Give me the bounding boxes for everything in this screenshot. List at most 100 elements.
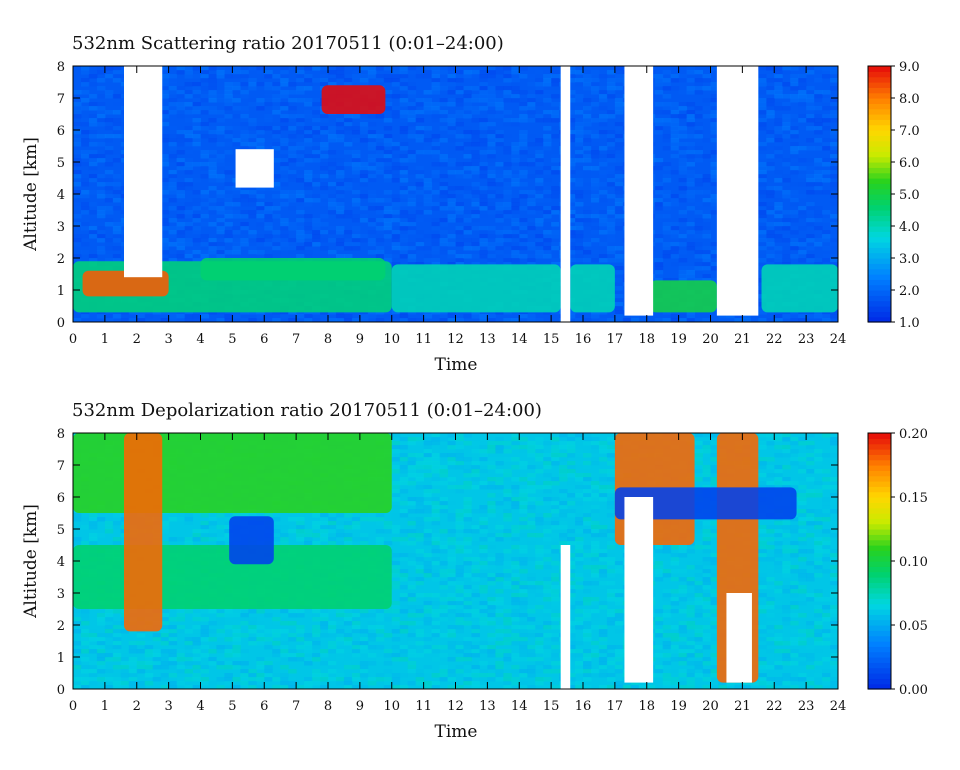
- y-tick-label: 2: [57, 252, 65, 267]
- y-tick-label: 3: [57, 587, 65, 602]
- x-tick-label: 7: [292, 332, 300, 347]
- x-tick-label: 14: [511, 699, 528, 714]
- y-axis-label-scattering: Altitude [km]: [21, 137, 41, 252]
- y-tick-label: 1: [57, 651, 65, 666]
- colorbar-label: 0.00: [899, 683, 928, 698]
- x-tick-label: 10: [383, 699, 400, 714]
- heatmap-layer-ice-column: [124, 433, 163, 632]
- x-tick-label: 19: [670, 699, 687, 714]
- colorbar-label: 2.0: [899, 284, 920, 299]
- colorbar-label: 0.15: [899, 491, 928, 506]
- y-axis-label-depolarization: Altitude [km]: [21, 504, 41, 619]
- colorbar-label: 7.0: [899, 124, 920, 139]
- x-tick-label: 5: [228, 332, 236, 347]
- x-tick-label: 20: [702, 699, 719, 714]
- y-tick-label: 4: [57, 555, 65, 570]
- heatmap-layer-mid-layer: [200, 258, 386, 281]
- no-data-region: [124, 66, 163, 278]
- heatmap-layer-boundary-layer: [761, 264, 838, 313]
- y-tick-label: 7: [57, 92, 65, 107]
- y-tick-label: 5: [57, 523, 65, 538]
- y-tick-label: 8: [57, 427, 65, 442]
- no-data-region: [716, 66, 759, 316]
- y-tick-label: 6: [57, 491, 65, 506]
- heatmap-layer-cloud-base: [614, 487, 797, 520]
- x-tick-label: 21: [734, 332, 751, 347]
- colorbar-label: 9.0: [899, 60, 920, 75]
- x-tick-label: 11: [415, 699, 432, 714]
- x-axis-label-depolarization: Time: [435, 722, 478, 742]
- y-tick-label: 8: [57, 60, 65, 75]
- colorbar-label: 4.0: [899, 220, 920, 235]
- x-tick-label: 3: [164, 699, 172, 714]
- heatmap-layer-boundary-layer: [391, 264, 561, 313]
- x-tick-label: 4: [196, 699, 204, 714]
- colorbar-label: 6.0: [899, 156, 920, 171]
- x-tick-label: 15: [543, 699, 560, 714]
- x-tick-label: 15: [543, 332, 560, 347]
- chart-title-depolarization: 532nm Depolarization ratio 20170511 (0:0…: [72, 400, 542, 421]
- no-data-region: [726, 593, 752, 683]
- y-tick-label: 3: [57, 220, 65, 235]
- x-tick-label: 12: [447, 699, 464, 714]
- no-data-region: [560, 66, 571, 322]
- colorbar-2: 0.00 0.05 0.10 0.15 0.20: [867, 427, 928, 698]
- no-data-region: [624, 66, 654, 316]
- colorbar-1: 1.0 2.0 3.0 4.0 5.0 6.0 7.0 8.0 9.0: [867, 60, 920, 331]
- x-tick-label: 8: [324, 332, 332, 347]
- colorbar-label: 3.0: [899, 252, 920, 267]
- no-data-region: [235, 149, 274, 188]
- x-tick-label: 2: [133, 699, 141, 714]
- x-tick-label: 20: [702, 332, 719, 347]
- x-tick-label: 16: [575, 332, 592, 347]
- no-data-region: [560, 545, 571, 689]
- x-tick-label: 13: [479, 699, 496, 714]
- x-tick-label: 17: [607, 699, 624, 714]
- x-tick-label: 24: [830, 699, 847, 714]
- x-tick-label: 8: [324, 699, 332, 714]
- x-tick-label: 19: [670, 332, 687, 347]
- chart-title-scattering: 532nm Scattering ratio 20170511 (0:01–24…: [72, 33, 504, 54]
- y-tick-label: 0: [57, 316, 65, 331]
- y-tick-label: 0: [57, 683, 65, 698]
- colorbar-label: 1.0: [899, 316, 920, 331]
- x-tick-label: 7: [292, 699, 300, 714]
- y-tick-label: 1: [57, 284, 65, 299]
- x-tick-label: 5: [228, 699, 236, 714]
- x-tick-label: 21: [734, 699, 751, 714]
- y-tick-label: 4: [57, 188, 65, 203]
- x-tick-label: 1: [101, 332, 109, 347]
- heatmap-layer-boundary-layer: [649, 280, 717, 313]
- x-tick-label: 18: [638, 699, 655, 714]
- x-tick-label: 23: [798, 699, 815, 714]
- y-tick-label: 5: [57, 156, 65, 171]
- x-tick-label: 23: [798, 332, 815, 347]
- x-tick-label: 9: [356, 699, 364, 714]
- colorbar-label: 0.20: [899, 427, 928, 442]
- y-tick-label: 6: [57, 124, 65, 139]
- x-tick-label: 12: [447, 332, 464, 347]
- x-tick-label: 10: [383, 332, 400, 347]
- y-tick-label: 7: [57, 459, 65, 474]
- heatmap-plot-2: 0 1 2 3 4 5 6 7 8 9 10 11 12 13 14 15 16 17 18 19 20 21 22 23 24…: [57, 427, 847, 714]
- x-tick-label: 2: [133, 332, 141, 347]
- x-tick-label: 0: [69, 699, 77, 714]
- x-tick-label: 3: [164, 332, 172, 347]
- x-tick-label: 14: [511, 332, 528, 347]
- x-axis-label-scattering: Time: [435, 355, 478, 375]
- x-tick-label: 18: [638, 332, 655, 347]
- x-tick-label: 16: [575, 699, 592, 714]
- x-tick-label: 17: [607, 332, 624, 347]
- x-tick-label: 11: [415, 332, 432, 347]
- x-tick-label: 6: [260, 699, 268, 714]
- x-tick-label: 0: [69, 332, 77, 347]
- colorbar-label: 0.10: [899, 555, 928, 570]
- x-tick-label: 13: [479, 332, 496, 347]
- y-tick-label: 2: [57, 619, 65, 634]
- x-tick-label: 24: [830, 332, 847, 347]
- x-tick-label: 4: [196, 332, 204, 347]
- x-tick-label: 9: [356, 332, 364, 347]
- x-tick-label: 6: [260, 332, 268, 347]
- x-tick-label: 1: [101, 699, 109, 714]
